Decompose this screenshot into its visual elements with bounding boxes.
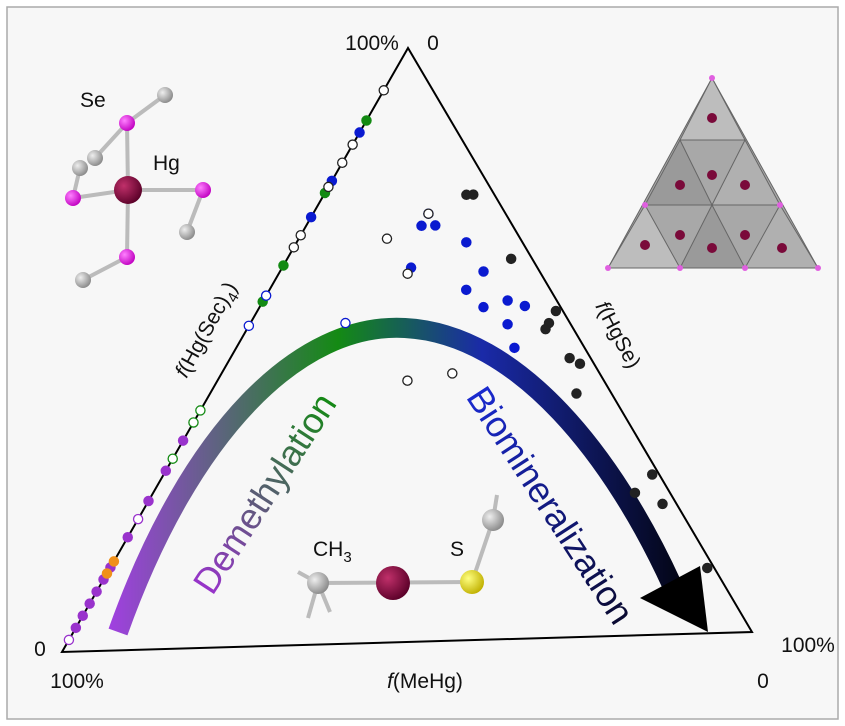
corner-label: 0 (34, 638, 46, 661)
data-point (541, 325, 550, 334)
atom-label: S (450, 538, 464, 561)
data-point (109, 557, 118, 566)
data-point (403, 269, 412, 278)
data-point (64, 635, 73, 644)
data-point (417, 221, 426, 230)
data-point (379, 86, 388, 95)
data-point (179, 436, 188, 445)
data-point (658, 499, 667, 508)
data-point (424, 209, 433, 218)
data-point (78, 611, 87, 620)
atom-label-sub: 3 (343, 549, 351, 566)
data-point (341, 318, 350, 327)
data-point (161, 466, 170, 475)
corner-label: 100% (50, 670, 104, 693)
data-point (355, 128, 364, 137)
atom-label: Se (80, 89, 106, 112)
data-point (510, 343, 519, 352)
data-point (279, 261, 288, 270)
corner-label: 0 (427, 32, 439, 55)
corner-label: 0 (757, 670, 769, 693)
data-point (92, 587, 101, 596)
page: Demethylation Biomineralization 100% 0 0… (0, 0, 845, 726)
data-point (262, 291, 271, 300)
data-point (469, 190, 478, 199)
data-point (431, 221, 440, 230)
data-point (189, 418, 198, 427)
atom-label-text: CH (313, 538, 343, 561)
data-point (479, 267, 488, 276)
data-point (168, 454, 177, 463)
data-point (462, 238, 471, 247)
data-point (503, 296, 512, 305)
atom-label: Hg (153, 152, 180, 175)
data-point (102, 569, 111, 578)
data-point (520, 301, 529, 310)
data-point (362, 116, 371, 125)
data-point (551, 306, 560, 315)
data-point (244, 321, 253, 330)
data-point (575, 359, 584, 368)
data-point (348, 140, 357, 149)
data-point (289, 243, 298, 252)
data-point (403, 376, 412, 385)
data-point (448, 369, 457, 378)
data-point (503, 320, 512, 329)
data-point (85, 599, 94, 608)
data-point (507, 254, 516, 263)
data-point (134, 515, 143, 524)
axis-label: f(MeHg) (387, 670, 463, 693)
data-point (196, 406, 205, 415)
data-point (462, 285, 471, 294)
data-point (630, 488, 639, 497)
data-point (338, 158, 347, 167)
data-point (307, 213, 316, 222)
data-point (144, 496, 153, 505)
data-point (296, 231, 305, 240)
data-point (71, 623, 80, 632)
data-point (324, 182, 333, 191)
chart: Demethylation Biomineralization 100% 0 0… (0, 0, 845, 726)
data-point (703, 563, 712, 572)
data-point (382, 234, 391, 243)
corner-label: 100% (345, 32, 399, 55)
data-point (648, 470, 657, 479)
corner-label: 100% (781, 634, 835, 657)
data-point (565, 354, 574, 363)
data-point (123, 533, 132, 542)
data-point (572, 389, 581, 398)
axis-label-text: (MeHg) (393, 670, 463, 693)
data-point (479, 303, 488, 312)
